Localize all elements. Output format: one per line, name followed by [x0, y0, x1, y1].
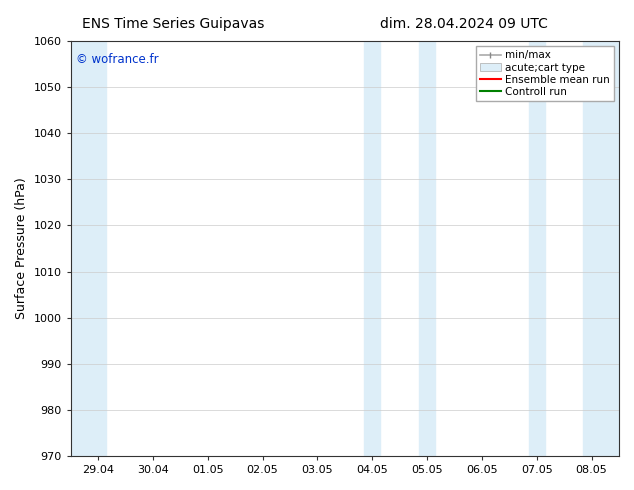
Bar [419, 41, 436, 456]
Text: dim. 28.04.2024 09 UTC: dim. 28.04.2024 09 UTC [380, 17, 548, 31]
Bar [364, 41, 380, 456]
Y-axis label: Surface Pressure (hPa): Surface Pressure (hPa) [15, 178, 28, 319]
Bar [529, 41, 545, 456]
Bar [71, 41, 107, 456]
Text: © wofrance.fr: © wofrance.fr [76, 53, 158, 67]
Text: ENS Time Series Guipavas: ENS Time Series Guipavas [82, 17, 265, 31]
Legend: min/max, acute;cart type, Ensemble mean run, Controll run: min/max, acute;cart type, Ensemble mean … [476, 46, 614, 101]
Bar [583, 41, 619, 456]
